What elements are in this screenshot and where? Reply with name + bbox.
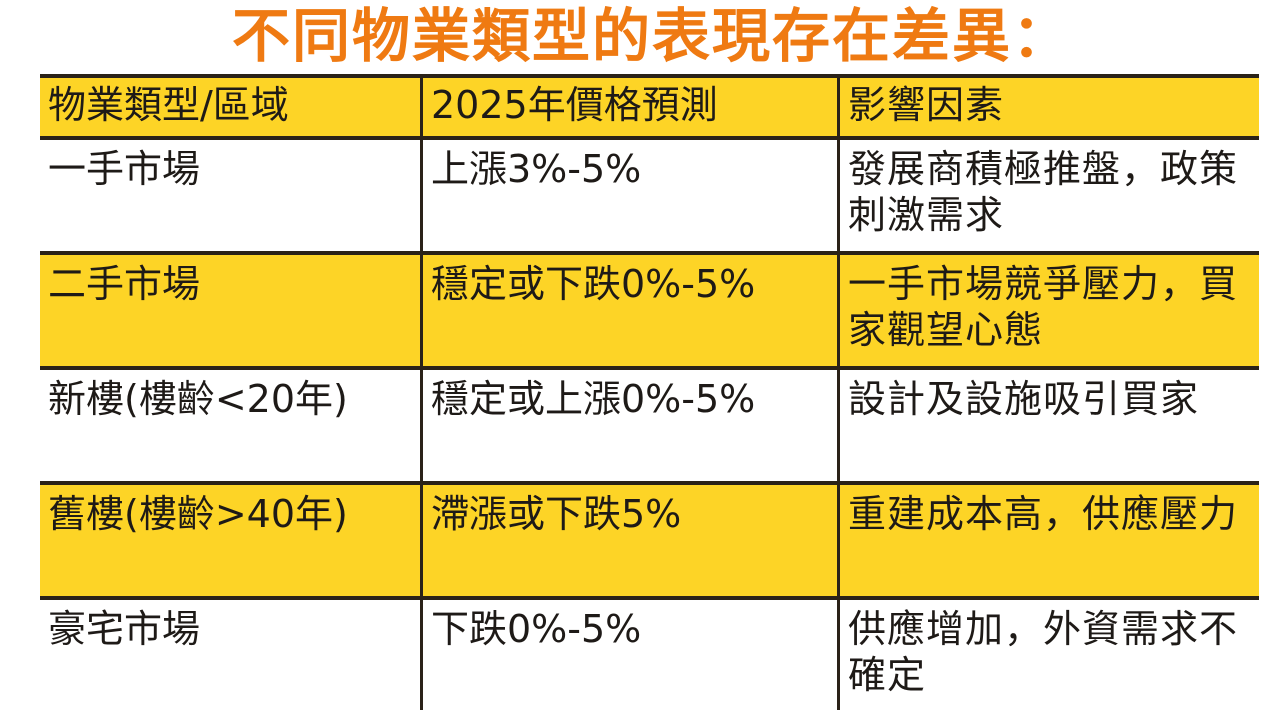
cell-factors: 設計及設施吸引買家 (837, 368, 1259, 483)
cell-price-forecast: 上漲3%-5% (420, 138, 839, 253)
page-title: 不同物業類型的表現存在差異： (231, 2, 1072, 70)
header-property-type: 物業類型/區域 (40, 76, 422, 138)
cell-property-type: 舊樓(樓齡>40年) (40, 483, 422, 598)
cell-factors: 一手市場競爭壓力，買家觀望心態 (837, 253, 1259, 368)
cell-property-type: 新樓(樓齡<20年) (48, 377, 348, 421)
cell-property-type: 豪宅市場 (48, 607, 201, 651)
table-row: 新樓(樓齡<20年) 穩定或上漲0%-5% 設計及設施吸引買家 (40, 368, 1259, 483)
cell-factors: 供應增加，外資需求不確定 (837, 598, 1259, 710)
cell-price-forecast: 滯漲或下跌5% (420, 483, 839, 598)
cell-property-type: 一手市場 (48, 147, 201, 191)
table-row: 舊樓(樓齡>40年) 滯漲或下跌5% 重建成本高，供應壓力 (40, 483, 1259, 598)
cell-property-type: 二手市場 (40, 253, 422, 368)
table-row: 豪宅市場 下跌0%-5% 供應增加，外資需求不確定 (40, 598, 1259, 710)
header-factors: 影響因素 (837, 76, 1259, 138)
cell-factors: 重建成本高，供應壓力 (837, 483, 1259, 598)
table-row: 二手市場 穩定或下跌0%-5% 一手市場競爭壓力，買家觀望心態 (40, 253, 1259, 368)
header-price-forecast: 2025年價格預測 (420, 76, 839, 138)
table-row: 一手市場 上漲3%-5% 發展商積極推盤，政策刺激需求 (40, 138, 1259, 253)
cell-price-forecast: 穩定或上漲0%-5% (420, 368, 839, 483)
property-forecast-table: 物業類型/區域 2025年價格預測 影響因素 一手市場 上漲3%-5% 發展商積… (40, 74, 1259, 710)
cell-price-forecast: 穩定或下跌0%-5% (420, 253, 839, 368)
table-header-row: 物業類型/區域 2025年價格預測 影響因素 (40, 76, 1259, 138)
cell-factors: 發展商積極推盤，政策刺激需求 (837, 138, 1259, 253)
cell-price-forecast: 下跌0%-5% (420, 598, 839, 710)
